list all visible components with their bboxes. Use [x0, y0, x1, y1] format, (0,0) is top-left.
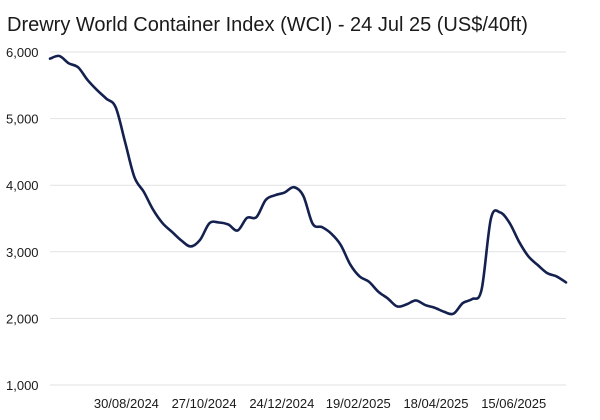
- x-tick-label: 18/04/2025: [403, 396, 468, 411]
- x-tick-label: 19/02/2025: [326, 396, 391, 411]
- x-tick-label: 24/12/2024: [249, 396, 314, 411]
- y-tick-label: 4,000: [6, 178, 39, 193]
- series-line: [48, 54, 568, 316]
- y-tick-label: 6,000: [6, 45, 39, 60]
- y-tick-label: 2,000: [6, 311, 39, 326]
- y-tick-label: 5,000: [6, 112, 39, 127]
- chart-title: Drewry World Container Index (WCI) - 24 …: [7, 14, 528, 36]
- x-tick-label: 27/10/2024: [172, 396, 237, 411]
- y-axis-ticks: 1,000 2,000 3,000 4,000 5,000 6,000: [6, 45, 39, 393]
- x-tick-label: 15/06/2025: [481, 396, 546, 411]
- series-layer: [48, 54, 568, 316]
- x-tick-label: 30/08/2024: [94, 396, 159, 411]
- x-axis-ticks: 30/08/2024 27/10/2024 24/12/2024 19/02/2025…: [94, 396, 546, 411]
- y-tick-label: 3,000: [6, 245, 39, 260]
- gridlines: [50, 51, 566, 386]
- y-tick-label: 1,000: [6, 378, 39, 393]
